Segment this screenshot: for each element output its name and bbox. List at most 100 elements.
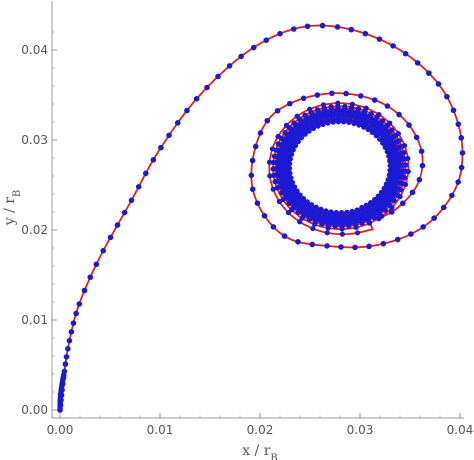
trajectory-point bbox=[363, 202, 369, 208]
trajectory-point bbox=[60, 374, 67, 381]
trajectory-point bbox=[76, 301, 83, 307]
trajectory-point bbox=[329, 90, 335, 97]
red-trajectory-curve bbox=[59, 24, 464, 411]
trajectory-point bbox=[324, 230, 330, 236]
trajectory-point bbox=[226, 63, 233, 69]
trajectory-point bbox=[215, 73, 221, 80]
trajectory-point bbox=[309, 241, 316, 248]
trajectory-point bbox=[114, 222, 121, 228]
trajectory-point bbox=[300, 195, 307, 202]
trajectory-point bbox=[339, 231, 345, 237]
trajectory-point bbox=[352, 244, 358, 251]
trajectory-point bbox=[409, 189, 416, 196]
trajectory-point bbox=[338, 244, 344, 250]
trajectory-point bbox=[59, 387, 65, 393]
trajectory-point bbox=[399, 200, 406, 207]
trajectory-point bbox=[306, 128, 312, 134]
trajectory-point bbox=[418, 148, 425, 155]
trajectory-point bbox=[238, 53, 244, 60]
trajectory-point bbox=[193, 95, 200, 102]
trajectory-point bbox=[267, 173, 273, 179]
trajectory-point bbox=[339, 210, 345, 216]
trajectory-point bbox=[328, 209, 334, 215]
trajectory-point bbox=[386, 153, 392, 159]
trajectory-point bbox=[366, 243, 372, 250]
trajectory-point bbox=[458, 164, 465, 171]
trajectory-point bbox=[270, 224, 277, 230]
trajectory-point bbox=[70, 320, 77, 326]
trajectory-point bbox=[354, 230, 361, 236]
trajectory-point bbox=[65, 346, 71, 352]
trajectory-point bbox=[426, 70, 432, 76]
trajectory-point bbox=[150, 157, 157, 163]
trajectory-point bbox=[440, 204, 447, 211]
tick-labels: 0.00 0.01 0.02 0.03 0.04 0.00 0.01 0.02 0.03 0.04 bbox=[21, 43, 473, 437]
trajectory-point bbox=[324, 243, 330, 249]
trajectory-point bbox=[59, 381, 66, 387]
trajectory-point bbox=[455, 121, 462, 127]
trajectory-point bbox=[158, 144, 164, 151]
x-tick-label: 0.01 bbox=[147, 423, 174, 437]
trajectory-point bbox=[344, 209, 350, 215]
trajectory-point bbox=[354, 207, 360, 213]
trajectory-point bbox=[257, 130, 264, 136]
trajectory-point bbox=[287, 170, 293, 176]
trajectory-point bbox=[330, 119, 336, 125]
trajectory-point bbox=[365, 126, 371, 133]
trajectory-point bbox=[63, 354, 70, 360]
trajectory-point bbox=[310, 125, 317, 132]
trajectory-point bbox=[295, 238, 301, 245]
y-tick-label: 0.02 bbox=[21, 223, 48, 237]
trajectory-point bbox=[388, 209, 395, 215]
trajectory-point bbox=[297, 192, 303, 198]
trajectory-point bbox=[61, 368, 68, 375]
trajectory-point bbox=[93, 261, 100, 268]
y-axis-label: y / rB bbox=[2, 190, 23, 227]
trajectory-point bbox=[449, 192, 455, 199]
trajectory-point bbox=[204, 84, 210, 91]
trajectory-point bbox=[298, 135, 305, 141]
y-tick-label: 0.03 bbox=[21, 133, 48, 147]
trajectory-points bbox=[57, 22, 466, 413]
trajectory-point bbox=[387, 162, 393, 169]
tick-marks bbox=[52, 31, 461, 418]
trajectory-point bbox=[419, 162, 426, 169]
trajectory-point bbox=[320, 121, 326, 127]
trajectory-point bbox=[377, 136, 383, 142]
trajectory-point bbox=[286, 165, 293, 172]
trajectory-point bbox=[413, 134, 420, 141]
trajectory-point bbox=[319, 22, 326, 29]
trajectory-point bbox=[250, 44, 257, 51]
x-tick-label: 0.04 bbox=[447, 423, 474, 437]
trajectory-point bbox=[295, 138, 301, 145]
trajectory-point bbox=[274, 107, 281, 114]
trajectory-point bbox=[294, 188, 300, 194]
trajectory-point bbox=[357, 93, 364, 99]
trajectory-point bbox=[386, 172, 392, 178]
trajectory-point bbox=[100, 247, 107, 254]
trajectory-point bbox=[444, 93, 450, 100]
trajectory-point bbox=[341, 119, 347, 125]
trajectory-point bbox=[135, 184, 142, 190]
trajectory-point bbox=[143, 170, 149, 177]
trajectory-point bbox=[414, 60, 421, 66]
trajectory-point bbox=[333, 209, 339, 216]
trajectory-point bbox=[450, 107, 457, 114]
trajectory-point bbox=[369, 129, 376, 136]
trajectory-point bbox=[166, 132, 172, 139]
x-tick-label: 0.02 bbox=[247, 423, 274, 437]
trajectory-point bbox=[288, 175, 294, 181]
trajectory-point bbox=[455, 179, 461, 185]
trajectory-point bbox=[288, 151, 295, 157]
trajectory-point bbox=[87, 274, 94, 281]
trajectory-point bbox=[58, 392, 65, 399]
trajectory-point bbox=[346, 119, 352, 126]
trajectory-point bbox=[416, 176, 423, 183]
trajectory-point bbox=[68, 329, 75, 335]
axes bbox=[51, 1, 464, 419]
trajectory-point bbox=[435, 81, 442, 87]
x-axis-label: x / rB bbox=[242, 443, 278, 460]
trajectory-point bbox=[286, 100, 293, 107]
trajectory-point bbox=[349, 208, 355, 214]
trajectory-point bbox=[383, 181, 389, 187]
